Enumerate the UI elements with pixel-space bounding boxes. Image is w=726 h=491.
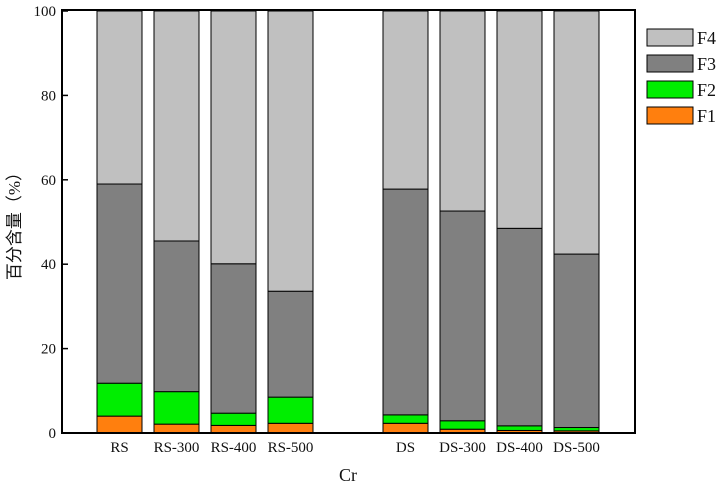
x-tick-label: RS-500	[268, 440, 314, 456]
legend-swatch-f3	[646, 54, 694, 73]
legend-swatch-f1	[646, 106, 694, 125]
bar-rs-300-f1	[153, 423, 200, 434]
bar-rs-500-f3	[267, 290, 314, 398]
legend-label-f1: F1	[697, 106, 716, 126]
bar-rs-300-f3	[153, 240, 200, 393]
bar-rs-300-f2	[153, 391, 200, 425]
plot-frame	[61, 9, 636, 434]
legend-swatch-f2	[646, 80, 694, 99]
y-axis: 0 20 40 60 80 100	[34, 4, 68, 442]
bar-ds-300-f2	[439, 420, 486, 430]
legend: F4 F3 F2 F1	[646, 28, 716, 126]
x-tick-label: DS	[396, 440, 415, 456]
y-axis-label: 百分含量（%）	[5, 164, 24, 280]
bar-rs-500-f4	[267, 10, 314, 292]
bar-ds-500-f3	[553, 253, 600, 429]
y-tick-label: 0	[49, 426, 57, 442]
bar-ds-f2	[382, 414, 429, 424]
x-axis-label: Cr	[339, 465, 357, 485]
bar-ds-300-f3	[439, 210, 486, 422]
x-tick-label: DS-300	[439, 440, 486, 456]
bars	[96, 10, 600, 434]
x-tick-label: RS	[110, 440, 128, 456]
bar-ds-f3	[382, 188, 429, 416]
bar-ds-500-f4	[553, 10, 600, 255]
x-tick-label: DS-500	[553, 440, 600, 456]
y-tick-label: 20	[41, 342, 56, 358]
legend-label-f4: F4	[697, 28, 716, 48]
bar-ds-400-f3	[496, 227, 543, 427]
bar-ds-400-f2	[496, 425, 543, 431]
bar-rs-f2	[96, 382, 143, 417]
bar-rs-400-f1	[210, 424, 257, 434]
bar-rs-f4	[96, 10, 143, 185]
legend-label-f3: F3	[697, 54, 716, 74]
bar-rs-400-f2	[210, 412, 257, 426]
y-tick-label: 40	[41, 257, 56, 273]
x-tick-label: RS-400	[211, 440, 257, 456]
x-axis: RS RS-300 RS-400 RS-500 DS DS-300 DS-400 DS-500	[110, 440, 600, 456]
bar-ds-f4	[382, 10, 429, 190]
bar-rs-f1	[96, 415, 143, 434]
bar-ds-300-f4	[439, 10, 486, 212]
y-tick-label: 100	[34, 4, 57, 20]
legend-swatch-f4	[646, 28, 694, 47]
y-tick-label: 80	[41, 88, 56, 104]
x-tick-label: RS-300	[154, 440, 200, 456]
x-tick-label: DS-400	[496, 440, 543, 456]
bar-rs-400-f4	[210, 10, 257, 265]
bar-rs-f3	[96, 183, 143, 384]
bar-ds-500-f2	[553, 427, 600, 432]
bar-rs-500-f2	[267, 396, 314, 424]
bar-ds-f1	[382, 422, 429, 434]
legend-label-f2: F2	[697, 80, 716, 100]
bar-rs-500-f1	[267, 422, 314, 434]
bar-rs-400-f3	[210, 263, 257, 414]
bar-ds-400-f4	[496, 10, 543, 229]
y-tick-label: 60	[41, 173, 56, 189]
bar-rs-300-f4	[153, 10, 200, 242]
